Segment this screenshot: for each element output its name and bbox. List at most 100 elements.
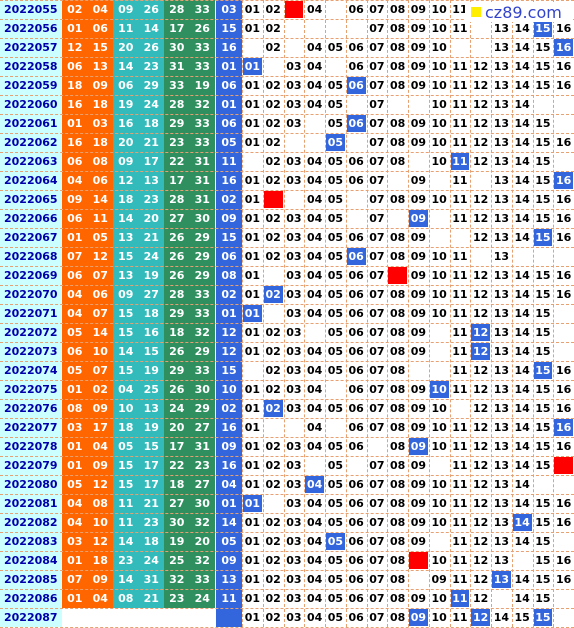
trend-number: 10 [431, 250, 447, 263]
trend-number: 13 [493, 383, 510, 396]
red-ball: 16 [62, 133, 88, 152]
trend-number: 04 [306, 345, 323, 358]
grid-line [262, 0, 264, 627]
trend-number: 15 [535, 269, 551, 282]
trend-number: 04 [306, 3, 323, 16]
trend-number: 08 [389, 79, 406, 92]
red-ball: 15 [113, 323, 139, 342]
trend-number [304, 114, 325, 133]
red-ball: 12 [113, 171, 139, 190]
trend-number: 03 [286, 459, 302, 472]
red-ball: 26 [189, 19, 215, 38]
trend-number: 05 [327, 440, 344, 453]
trend-number [284, 38, 305, 57]
trend-number: 09 [410, 383, 427, 396]
trend-number: 02 [265, 117, 281, 130]
trend-number: 16 [555, 497, 572, 510]
trend-number: 08 [389, 535, 406, 548]
red-ball: 26 [138, 0, 164, 19]
trend-number: 13 [493, 364, 510, 377]
trend-number: 12 [472, 478, 489, 491]
trend-number: 06 [348, 497, 364, 510]
red-ball: 05 [87, 228, 113, 247]
trend-number: 09 [410, 478, 427, 491]
trend-number: 15 [535, 573, 551, 586]
trend-number [304, 133, 325, 152]
trend-number: 05 [327, 611, 344, 624]
trend-number: 08 [389, 60, 406, 73]
blue-ball: 16 [216, 456, 242, 475]
trend-number: 02 [265, 440, 281, 453]
trend-number: 15 [535, 174, 551, 187]
trend-number: 06 [348, 231, 364, 244]
red-ball: 27 [189, 418, 215, 437]
red-ball: 19 [113, 95, 139, 114]
trend-number: 10 [431, 497, 447, 510]
red-ball: 27 [138, 285, 164, 304]
trend-number: 04 [306, 60, 323, 73]
trend-number: 05 [327, 212, 344, 225]
trend-number: 01 [244, 231, 261, 244]
trend-number: 06 [348, 326, 364, 339]
red-ball: 28 [164, 285, 190, 304]
trend-number [408, 95, 429, 114]
trend-number: 09 [410, 193, 427, 206]
trend-number: 12 [472, 402, 489, 415]
trend-number: 14 [514, 193, 530, 206]
trend-number: 01 [244, 440, 261, 453]
blue-hit-mark: 16 [554, 39, 573, 56]
red-ball: 05 [62, 323, 88, 342]
red-hit-mark [388, 267, 407, 284]
trend-number: 16 [555, 269, 572, 282]
trend-number: 03 [286, 98, 302, 111]
trend-number: 14 [514, 345, 530, 358]
trend-number: 13 [493, 345, 510, 358]
trend-number: 07 [369, 402, 385, 415]
trend-number: 05 [327, 573, 344, 586]
trend-number: 01 [244, 402, 261, 415]
issue-number: 2022080 [0, 475, 62, 494]
trend-number: 14 [514, 136, 530, 149]
trend-number: 12 [472, 231, 489, 244]
issue-number: 2022055 [0, 0, 62, 19]
red-ball: 09 [87, 456, 113, 475]
trend-number: 02 [265, 478, 281, 491]
issue-number: 2022067 [0, 228, 62, 247]
trend-number [325, 418, 346, 437]
trend-number: 10 [431, 22, 447, 35]
trend-number: 07 [369, 231, 385, 244]
trend-number: 06 [348, 516, 364, 529]
trend-number [429, 532, 450, 551]
trend-number: 06 [348, 535, 364, 548]
trend-number: 07 [369, 421, 385, 434]
trend-number: 09 [410, 592, 427, 605]
trend-number: 14 [514, 478, 530, 491]
grid-line [0, 152, 574, 153]
trend-number: 09 [410, 136, 427, 149]
trend-number: 04 [306, 554, 323, 567]
grid-line [0, 513, 574, 514]
red-ball: 19 [189, 76, 215, 95]
trend-number: 14 [514, 98, 530, 111]
trend-number: 09 [410, 459, 427, 472]
grid-line [0, 551, 574, 552]
red-ball: 29 [189, 342, 215, 361]
trend-number: 08 [389, 516, 406, 529]
trend-number: 11 [452, 307, 468, 320]
watermark-text: cz89.com [485, 2, 562, 22]
trend-number: 07 [369, 174, 385, 187]
trend-number [242, 38, 263, 57]
trend-number: 10 [431, 136, 447, 149]
red-ball: 15 [113, 361, 139, 380]
grid-line [408, 0, 409, 627]
blue-hit-mark: 02 [263, 286, 283, 303]
trend-number: 14 [493, 611, 510, 624]
trend-number: 12 [472, 117, 489, 130]
trend-number: 01 [244, 478, 261, 491]
red-ball [113, 608, 139, 627]
blue-hit-mark: 06 [346, 115, 366, 132]
red-ball: 14 [113, 532, 139, 551]
trend-number: 07 [369, 611, 385, 624]
blue-hit-mark: 09 [409, 210, 428, 227]
red-ball: 23 [138, 190, 164, 209]
